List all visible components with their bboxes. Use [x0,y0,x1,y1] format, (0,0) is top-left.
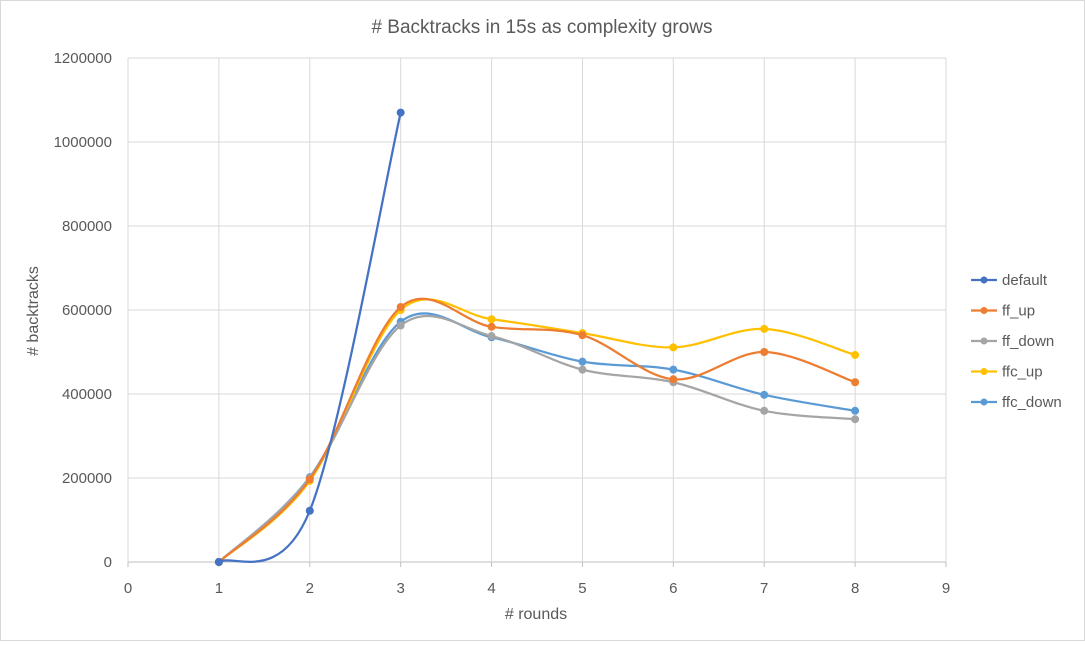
x-tick-label: 5 [578,580,586,597]
legend-item: ff_up [971,303,1035,320]
legend-item: ffc_up [971,364,1043,381]
legend-label: ff_up [1002,303,1035,320]
x-tick-label: 2 [306,580,314,597]
legend-item: ff_down [971,333,1054,350]
y-tick-label: 1200000 [54,50,112,67]
x-tick-label: 7 [760,580,768,597]
legend-label: ff_down [1002,333,1054,350]
y-tick-label: 600000 [62,302,112,319]
axes: 0 200000 400000 600000 800000 1000000 1200000 0… [54,50,951,597]
data-point [578,365,587,374]
legend-swatch-marker [980,337,988,345]
legend-label: default [1002,272,1048,289]
x-axis-label: # rounds [505,606,567,623]
data-point [851,378,860,387]
series-line [217,297,857,564]
legend-swatch-marker [980,398,988,406]
x-tick-label: 3 [396,580,404,597]
data-point [578,331,587,340]
series-layer [214,108,860,566]
data-point [851,406,860,415]
x-tick-label: 4 [487,580,495,597]
legend-label: ffc_down [1002,394,1062,411]
y-tick-label: 0 [104,554,112,571]
data-point [760,390,769,399]
data-point [487,315,496,324]
x-tick-label: 0 [124,580,132,597]
data-point [578,357,587,366]
series-line [217,298,857,564]
y-tick-label: 1000000 [54,134,112,151]
series-line [217,111,402,564]
gridlines [127,57,947,563]
legend-swatch-marker [980,307,988,314]
data-point [851,350,860,359]
x-tick-label: 8 [851,580,859,597]
legend-label: ffc_up [1002,364,1043,381]
legend-item: default [971,272,1048,289]
data-point [760,406,769,415]
chart-title: # Backtracks in 15s as complexity grows [371,17,712,38]
y-axis-label: # backtracks [25,266,42,356]
x-tick-label: 9 [942,580,950,597]
series-line [217,312,857,564]
data-point [305,506,314,515]
data-point [669,375,678,384]
legend-item: ffc_down [971,394,1062,411]
y-tick-label: 800000 [62,218,112,235]
x-tick-label: 1 [215,580,223,597]
data-point [760,348,769,356]
legend-swatch-marker [980,368,988,375]
data-point [396,303,405,312]
data-point [396,108,405,117]
data-point [214,558,223,566]
data-point [305,475,314,484]
data-point [669,343,678,352]
legend: default ff_up ff_down ffc_up ffc_down [971,272,1062,411]
data-point [396,321,405,330]
series-ffc-up [214,298,860,566]
data-point [851,415,860,424]
data-point [760,324,769,333]
series-ff-up [214,297,860,566]
series-default [214,108,405,566]
y-tick-label: 400000 [62,386,112,403]
x-tick-label: 6 [669,580,677,597]
y-tick-label: 200000 [62,470,112,487]
data-point [487,332,496,341]
legend-swatch-marker [980,276,988,284]
data-point [487,322,496,331]
data-point [669,365,678,374]
